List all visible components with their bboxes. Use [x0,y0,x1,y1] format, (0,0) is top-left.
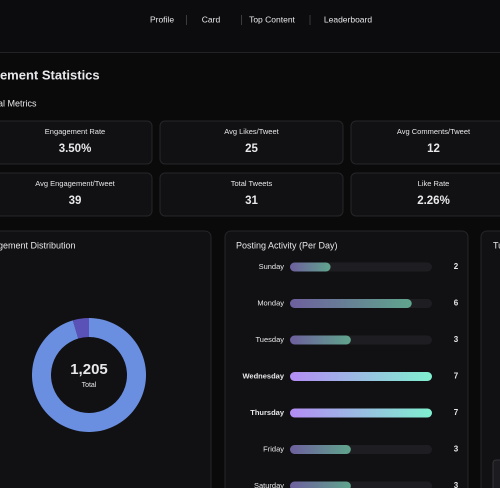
bar-value: 2 [454,262,459,271]
metric-value: 12 [427,143,440,155]
metric-card [0,120,153,165]
bar [290,262,331,272]
metric-label: Engagement Rate [45,127,105,136]
donut-segment [72,318,89,339]
bar [290,372,432,381]
day-label: Monday [257,298,284,307]
page-title: gement Statistics [0,67,100,82]
bar [290,408,432,418]
metric-label: Avg Comments/Tweet [397,127,471,136]
panel-title: Posting Activity (Per Day) [236,240,338,250]
donut-total: 1,205 [70,361,108,378]
scroll-thumb [492,459,500,488]
metric-card [350,172,500,217]
bar-value: 3 [454,335,459,344]
day-label: Wednesday [242,371,284,380]
panel-title: gement Distribution [0,240,76,250]
nav-item[interactable]: Card [202,14,221,24]
day-label: Sunday [259,262,285,271]
distribution-panel [0,230,212,488]
nav-item[interactable]: Top Content [249,14,295,24]
metric-card [0,172,153,217]
bar-value: 7 [454,372,459,381]
metric-label: Like Rate [418,179,450,188]
metric-value: 31 [245,195,258,207]
metric-label: Total Tweets [231,179,273,188]
day-label: Saturday [254,481,284,488]
next-panel [480,230,500,488]
bar-value: 3 [454,481,459,488]
metric-value: 25 [245,143,258,155]
bar [290,481,351,488]
metrics: Engagement Rate 3.50% Avg Likes/Tweet 25 Avg… [0,120,500,217]
metric-value: 3.50% [59,143,92,155]
nav-item[interactable]: Profile [150,14,174,24]
day-label: Thursday [250,408,285,417]
metric-label: Avg Likes/Tweet [224,127,279,136]
bar-chart: Sunday 2 Monday 6 Tuesday 3 Wednesday 7 Thursday… [242,262,459,488]
bar [290,299,412,308]
metric-card [350,120,500,165]
donut-segment [32,318,147,433]
donut-caption: Total [82,382,97,389]
metric-value: 2.26% [417,195,450,207]
metric-label: Avg Engagement/Tweet [35,179,115,188]
bar-value: 7 [454,408,459,417]
activity-panel [224,230,469,488]
metric-value: 39 [69,195,82,207]
panel-title: Tu [493,240,500,250]
bar-value: 6 [454,299,459,308]
nav-item[interactable]: Leaderboard [324,14,372,24]
day-label: Tuesday [256,335,285,344]
bar [290,445,351,454]
donut-chart [32,318,147,433]
day-label: Friday [263,444,284,453]
metric-card [159,120,344,165]
nav: Profile Card Top Content Leaderboard [150,14,372,25]
nav-bar [0,0,500,52]
section-title: al Metrics [0,98,37,108]
metric-card [159,172,344,217]
bar-value: 3 [454,445,459,454]
bar [290,335,351,345]
